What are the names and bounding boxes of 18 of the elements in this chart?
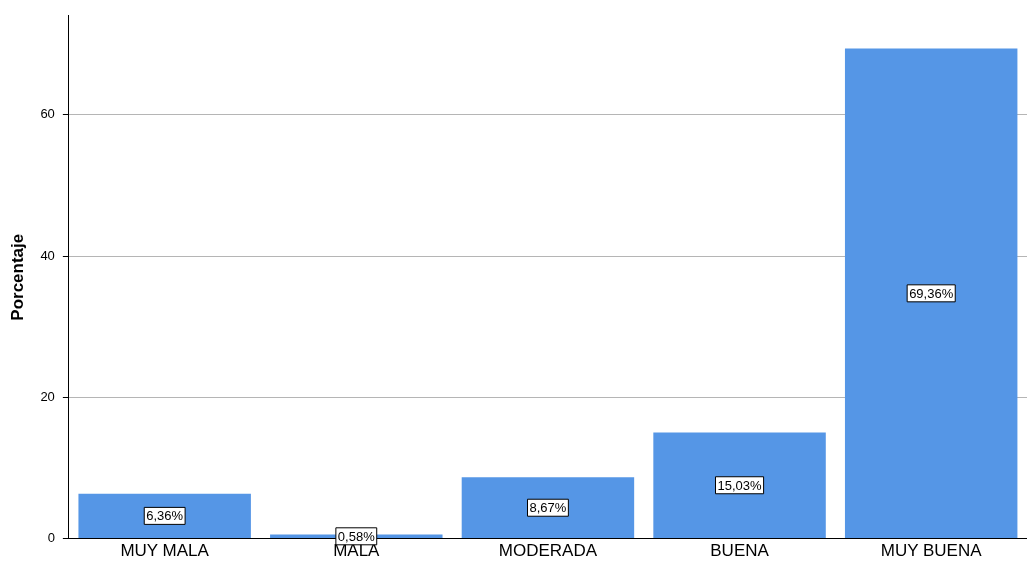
data-label: 0,58% bbox=[337, 528, 376, 544]
x-tick-label: MUY BUENA bbox=[880, 541, 983, 561]
y-tick-label: 40 bbox=[40, 247, 55, 263]
data-label: 6,36% bbox=[146, 508, 184, 524]
bar bbox=[461, 477, 635, 539]
x-tick-label: MODERADA bbox=[498, 541, 598, 561]
bar bbox=[78, 493, 251, 539]
x-tick-label: MUY MALA bbox=[120, 541, 210, 561]
bar bbox=[653, 432, 826, 539]
y-axis-title: Porcentaje bbox=[7, 233, 27, 321]
y-tick-label: 0 bbox=[47, 530, 55, 546]
x-tick-label: BUENA bbox=[710, 541, 770, 561]
data-label: 15,03% bbox=[717, 477, 763, 493]
bar bbox=[844, 48, 1018, 539]
y-tick-label: 60 bbox=[40, 106, 55, 122]
y-tick-label: 20 bbox=[40, 388, 55, 404]
data-label: 8,67% bbox=[529, 500, 567, 516]
data-label: 69,36% bbox=[909, 285, 954, 301]
